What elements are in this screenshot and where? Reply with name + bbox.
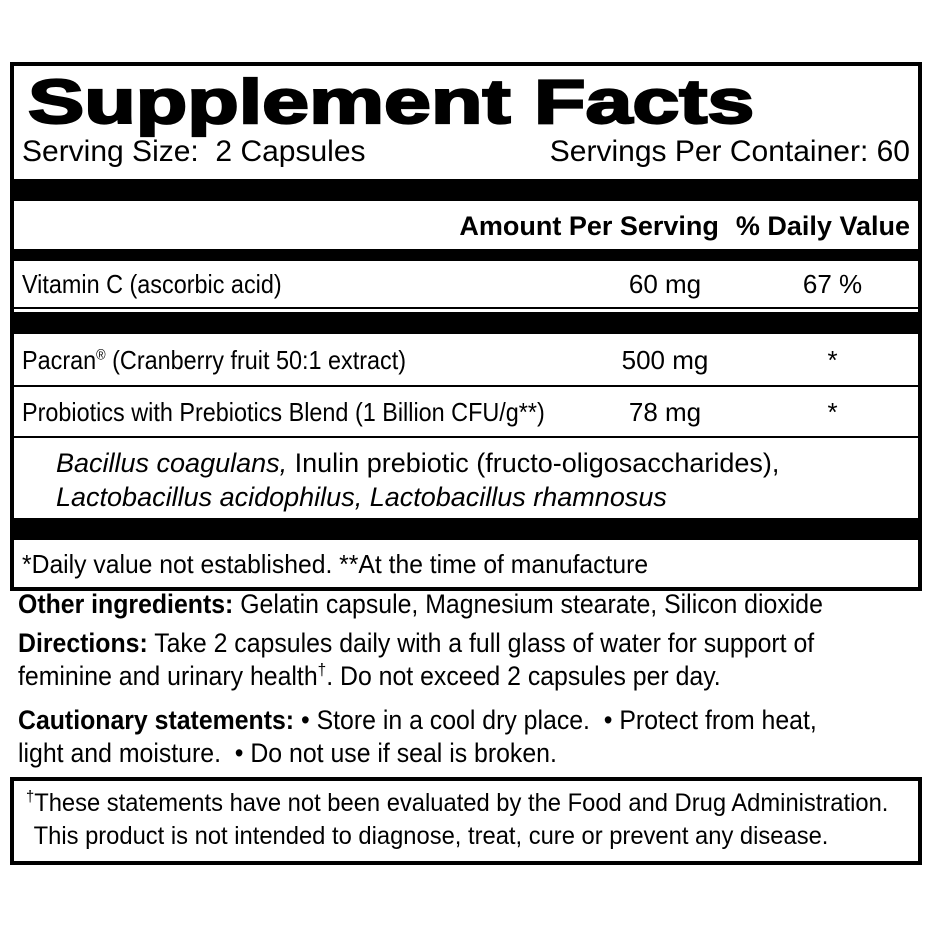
registered-trademark-symbol: ® — [96, 347, 106, 364]
blend-line-2: Lactobacillus acidophilus, Lactobacillus… — [56, 482, 667, 512]
cautionary-line-1: Cautionary statements: • Store in a cool… — [18, 704, 846, 737]
ingredient-amount: 60 mg — [628, 269, 702, 299]
table-row-pacran: Pacran® (Cranberry fruit 50:1 extract) 5… — [14, 334, 918, 385]
ingredient-name: Probiotics with Prebiotics Blend (1 Bill… — [22, 397, 545, 427]
ingredient-daily-value: * — [827, 397, 838, 427]
thin-rule — [14, 436, 918, 438]
section-label: Cautionary statements: — [18, 705, 295, 735]
section-text: • Store in a cool dry place. • Protect f… — [294, 705, 817, 735]
section-text: Gelatin capsule, Magnesium stearate, Sil… — [233, 589, 823, 619]
column-header-daily-value: % Daily Value — [735, 211, 910, 241]
serving-info-row: Serving Size: 2 Capsules Servings Per Co… — [14, 132, 918, 179]
panel-footnote: *Daily value not established. **At the t… — [22, 549, 649, 579]
other-ingredients-section: Other ingredients: Gelatin capsule, Magn… — [18, 588, 918, 621]
other-ingredients-line: Other ingredients: Gelatin capsule, Magn… — [18, 588, 846, 621]
directions-line-1: Directions: Take 2 capsules daily with a… — [18, 627, 846, 660]
ingredient-daily-value: * — [827, 345, 838, 375]
thick-divider-bar — [14, 518, 918, 540]
thick-divider-bar — [14, 179, 918, 201]
supplement-facts-panel: Supplement Facts Serving Size: 2 Capsule… — [10, 62, 922, 591]
column-header-row: Amount Per Serving % Daily Value — [14, 201, 918, 249]
thin-rule — [14, 385, 918, 387]
probiotic-blend-sublist: Bacillus coagulans, Inulin prebiotic (fr… — [14, 438, 918, 518]
table-row-probiotics: Probiotics with Prebiotics Blend (1 Bill… — [14, 387, 918, 436]
disclaimer-line-1: †These statements have not been evaluate… — [26, 788, 889, 817]
directions-section: Directions: Take 2 capsules daily with a… — [18, 627, 918, 693]
directions-line-2: feminine and urinary health†. Do not exc… — [18, 660, 721, 691]
dagger-symbol: † — [317, 660, 327, 679]
thick-divider-bar — [14, 312, 918, 334]
medium-divider-bar — [14, 249, 918, 261]
blend-line-1: Bacillus coagulans, Inulin prebiotic (fr… — [56, 448, 780, 478]
section-text: Take 2 capsules daily with a full glass … — [147, 628, 815, 658]
servings-per-container: Servings Per Container: 60 — [549, 135, 910, 168]
ingredient-amount: 78 mg — [628, 397, 702, 427]
dagger-symbol: † — [26, 788, 35, 806]
cautionary-line-2: light and moisture. • Do not use if seal… — [18, 738, 557, 768]
cautionary-section: Cautionary statements: • Store in a cool… — [18, 704, 918, 770]
section-label: Other ingredients: — [18, 589, 234, 619]
ingredient-amount: 500 mg — [621, 345, 709, 375]
info-paragraphs: Other ingredients: Gelatin capsule, Magn… — [18, 582, 918, 770]
ingredient-name: Pacran® (Cranberry fruit 50:1 extract) — [22, 345, 407, 375]
section-label: Directions: — [18, 628, 148, 658]
disclaimer-line-2: This product is not intended to diagnose… — [33, 822, 829, 850]
ingredient-daily-value: 67 % — [802, 269, 863, 299]
fda-disclaimer-box: †These statements have not been evaluate… — [10, 777, 922, 865]
table-row-vitamin-c: Vitamin C (ascorbic acid) 60 mg 67 % — [14, 261, 918, 307]
column-header-amount: Amount Per Serving — [459, 211, 719, 241]
panel-title: Supplement Facts — [27, 68, 756, 137]
ingredient-name: Vitamin C (ascorbic acid) — [22, 269, 282, 299]
serving-size: Serving Size: 2 Capsules — [22, 135, 366, 168]
thin-rule — [14, 307, 918, 309]
